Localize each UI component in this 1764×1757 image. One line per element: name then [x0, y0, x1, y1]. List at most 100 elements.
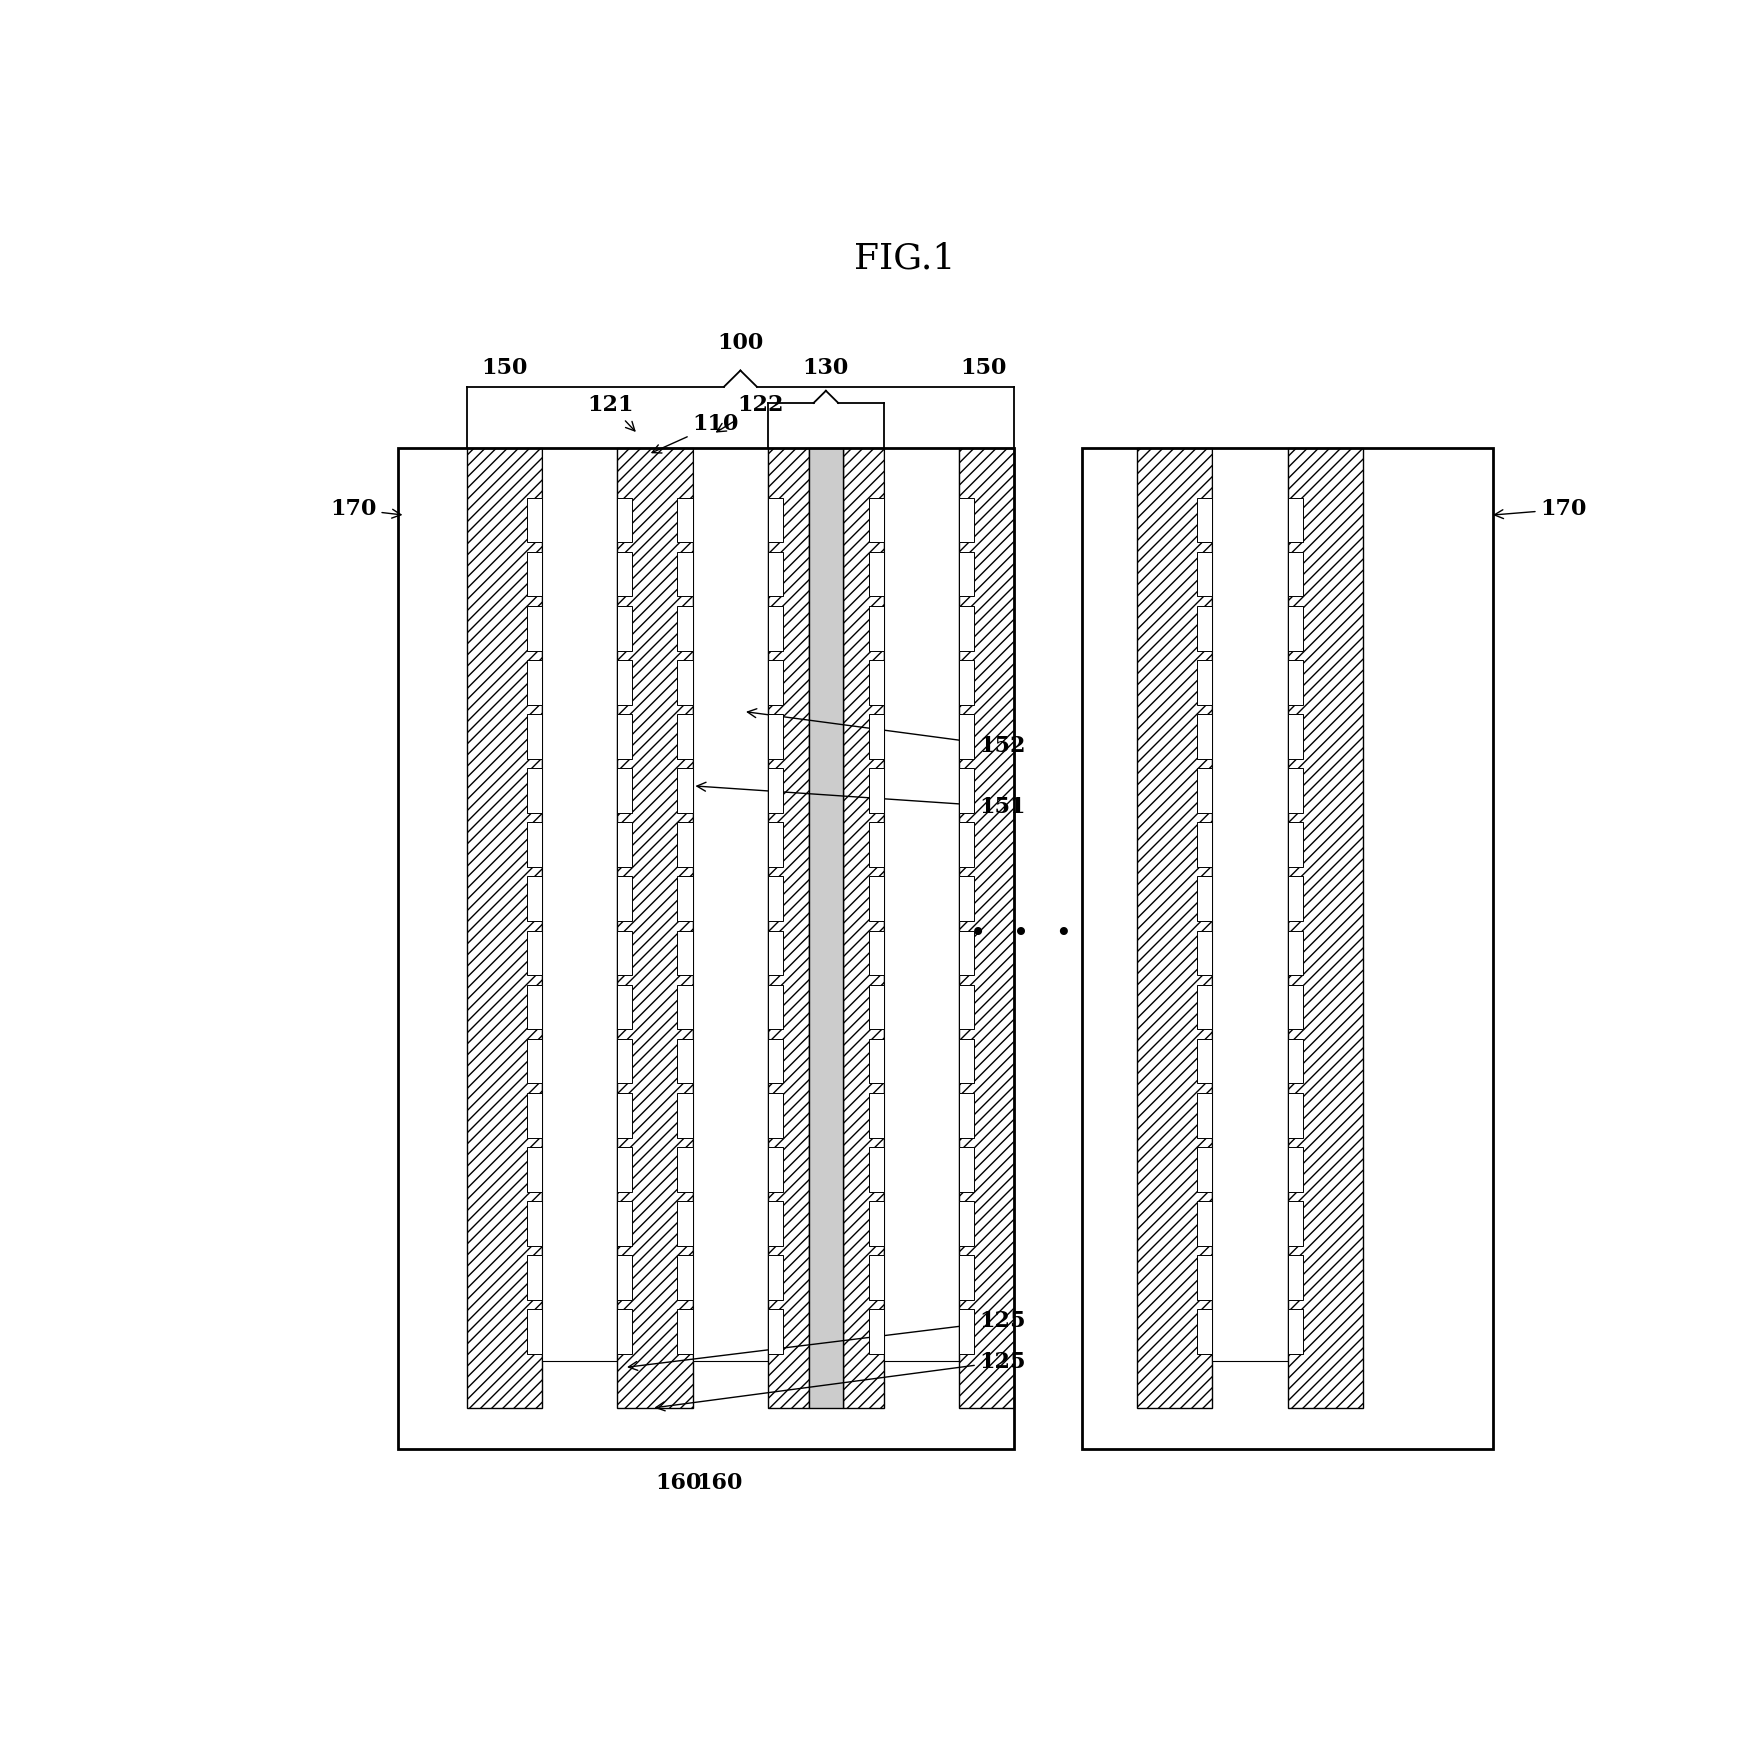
- Bar: [868, 1038, 884, 1084]
- Bar: [960, 448, 1013, 1407]
- Bar: [868, 768, 884, 813]
- Bar: [1196, 1093, 1212, 1137]
- Bar: [1196, 768, 1212, 813]
- Bar: [617, 552, 632, 596]
- Bar: [527, 1147, 542, 1191]
- Bar: [1288, 877, 1302, 921]
- Bar: [527, 1254, 542, 1300]
- Bar: [868, 713, 884, 759]
- Bar: [1288, 448, 1362, 1407]
- Text: 160: 160: [654, 1472, 702, 1493]
- Bar: [617, 877, 632, 921]
- Bar: [767, 1254, 783, 1300]
- Bar: [868, 1202, 884, 1246]
- Bar: [960, 497, 974, 543]
- Bar: [1196, 822, 1212, 866]
- Bar: [527, 1093, 542, 1137]
- Bar: [527, 1202, 542, 1246]
- Bar: [868, 877, 884, 921]
- Bar: [1081, 448, 1492, 1450]
- Bar: [617, 931, 632, 975]
- Bar: [960, 768, 974, 813]
- Bar: [1212, 448, 1286, 1360]
- Text: 130: 130: [803, 357, 848, 378]
- Bar: [767, 661, 783, 705]
- Bar: [1288, 1147, 1302, 1191]
- Bar: [868, 552, 884, 596]
- Bar: [767, 931, 783, 975]
- Text: 122: 122: [716, 394, 783, 432]
- Bar: [960, 984, 974, 1030]
- Bar: [767, 822, 783, 866]
- Text: 125: 125: [656, 1351, 1025, 1411]
- Bar: [677, 931, 691, 975]
- Bar: [527, 497, 542, 543]
- Bar: [617, 661, 632, 705]
- Bar: [767, 606, 783, 650]
- Bar: [960, 713, 974, 759]
- Text: 150: 150: [960, 357, 1005, 378]
- Bar: [677, 1038, 691, 1084]
- Bar: [617, 497, 632, 543]
- Bar: [617, 606, 632, 650]
- Bar: [868, 822, 884, 866]
- Bar: [1288, 1093, 1302, 1137]
- Bar: [677, 822, 691, 866]
- Bar: [1196, 552, 1212, 596]
- Bar: [617, 1202, 632, 1246]
- Bar: [960, 877, 974, 921]
- Bar: [1196, 606, 1212, 650]
- Bar: [1288, 931, 1302, 975]
- Bar: [527, 984, 542, 1030]
- Text: 150: 150: [482, 357, 527, 378]
- Bar: [767, 984, 783, 1030]
- Bar: [1196, 984, 1212, 1030]
- Bar: [527, 768, 542, 813]
- Bar: [399, 448, 1014, 1450]
- Text: FIG.1: FIG.1: [854, 241, 954, 276]
- Text: •   •   •: • • •: [968, 921, 1071, 949]
- Bar: [677, 713, 691, 759]
- Bar: [767, 713, 783, 759]
- Bar: [868, 606, 884, 650]
- Bar: [1196, 931, 1212, 975]
- Bar: [677, 1093, 691, 1137]
- Bar: [960, 931, 974, 975]
- Bar: [1288, 661, 1302, 705]
- Bar: [1196, 1309, 1212, 1355]
- Bar: [677, 661, 691, 705]
- Bar: [617, 1093, 632, 1137]
- Bar: [767, 1202, 783, 1246]
- Bar: [1288, 1309, 1302, 1355]
- Bar: [677, 877, 691, 921]
- Bar: [527, 1038, 542, 1084]
- Bar: [617, 1254, 632, 1300]
- Bar: [960, 1202, 974, 1246]
- Text: 160: 160: [697, 1472, 743, 1493]
- Bar: [527, 661, 542, 705]
- Bar: [1196, 1202, 1212, 1246]
- Bar: [1288, 822, 1302, 866]
- Bar: [527, 713, 542, 759]
- Text: 110: 110: [651, 413, 739, 453]
- Bar: [868, 984, 884, 1030]
- Bar: [677, 768, 691, 813]
- Text: 121: 121: [587, 394, 635, 430]
- Bar: [1196, 497, 1212, 543]
- Bar: [677, 984, 691, 1030]
- Text: 170: 170: [330, 499, 400, 520]
- Bar: [868, 1254, 884, 1300]
- Bar: [527, 1309, 542, 1355]
- Bar: [767, 552, 783, 596]
- Bar: [1136, 448, 1212, 1407]
- Bar: [884, 448, 960, 1360]
- Bar: [1288, 1202, 1302, 1246]
- Bar: [1196, 1254, 1212, 1300]
- Bar: [767, 497, 783, 543]
- Bar: [617, 984, 632, 1030]
- Bar: [677, 1254, 691, 1300]
- Bar: [617, 768, 632, 813]
- Bar: [960, 552, 974, 596]
- Bar: [843, 448, 884, 1407]
- Bar: [617, 448, 691, 1407]
